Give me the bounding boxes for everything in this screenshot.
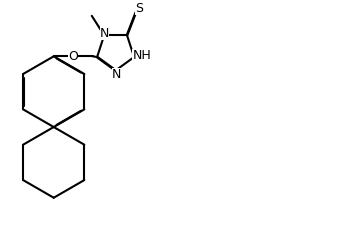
Text: S: S: [135, 2, 143, 15]
Text: O: O: [68, 50, 78, 63]
Text: N: N: [100, 27, 109, 40]
Text: NH: NH: [132, 49, 151, 62]
Text: N: N: [112, 68, 121, 81]
